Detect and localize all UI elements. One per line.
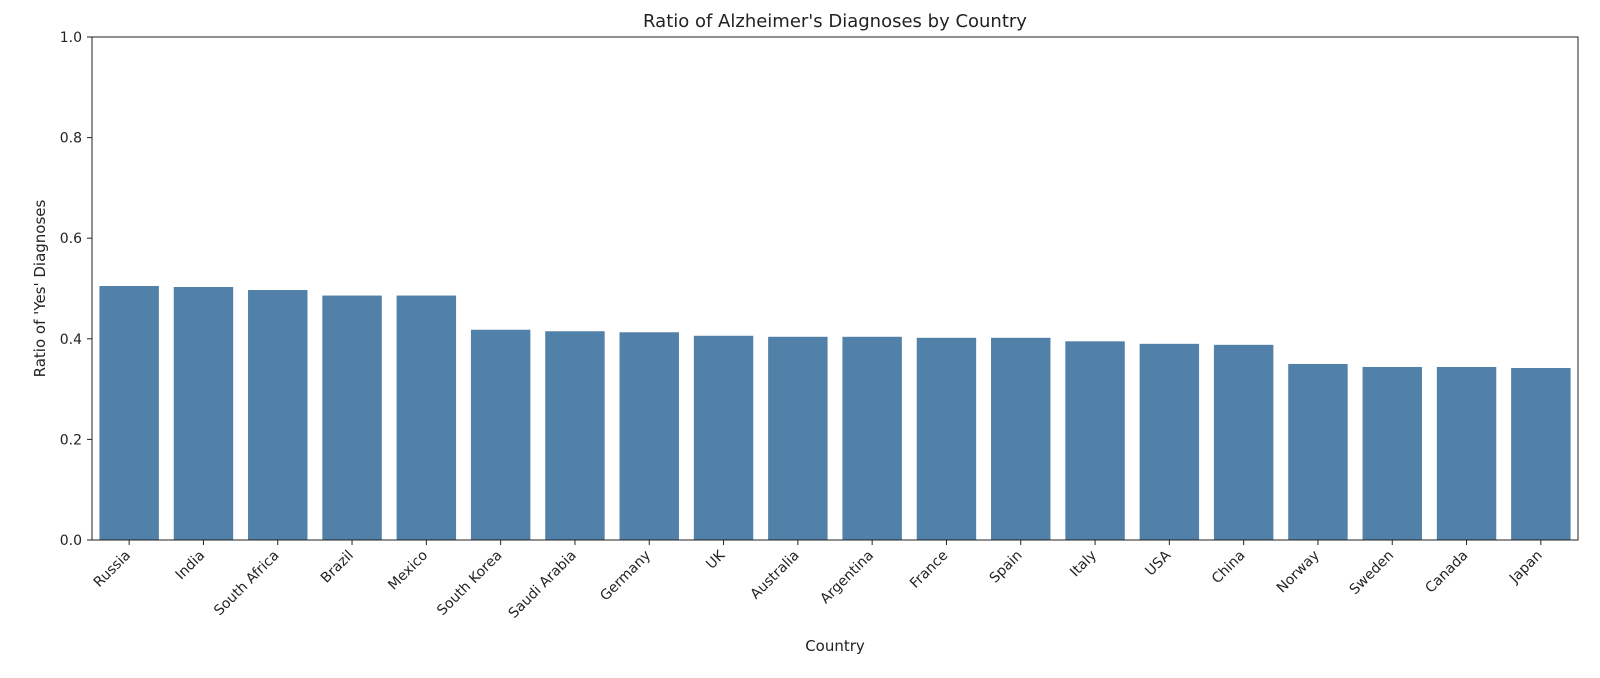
bar-south-africa: [248, 290, 308, 540]
bar-germany: [619, 332, 679, 540]
bar-south-korea: [470, 329, 531, 540]
y-axis: 0.0 0.2 0.4 0.6 0.8 1.0: [60, 30, 92, 549]
x-tick-label: Saudi Arabia: [506, 548, 580, 622]
x-tick-label: Italy: [1067, 548, 1100, 581]
x-tick-label: Brazil: [318, 548, 357, 587]
bar-russia: [99, 285, 159, 540]
x-tick-label: Argentina: [817, 548, 877, 608]
bar-usa: [1139, 343, 1200, 540]
x-tick-label: South Korea: [434, 548, 505, 619]
x-tick-label: Spain: [987, 548, 1026, 587]
x-tick-label: China: [1209, 548, 1249, 588]
y-tick-label: 0.4: [60, 332, 82, 348]
x-tick-label: USA: [1142, 547, 1174, 579]
x-tick-label: France: [907, 548, 951, 592]
bars-group: [99, 285, 1571, 540]
plot-frame: [91, 36, 1579, 541]
x-axis-title: Country: [805, 637, 865, 655]
bar-norway: [1288, 363, 1348, 540]
y-tick-label: 0.0: [60, 533, 82, 549]
x-tick-label: Mexico: [385, 548, 431, 594]
bar-canada: [1436, 366, 1497, 540]
bar-mexico: [396, 295, 457, 540]
bar-india: [173, 286, 234, 540]
x-tick-label: Canada: [1422, 548, 1471, 597]
x-tick-label: Germany: [597, 548, 654, 605]
bar-brazil: [322, 295, 382, 540]
bar-china: [1213, 344, 1274, 540]
bar-france: [916, 337, 977, 540]
x-tick-label: Sweden: [1347, 548, 1397, 598]
bar-sweden: [1362, 366, 1422, 540]
x-tick-label: UK: [703, 547, 729, 573]
bar-australia: [768, 336, 828, 540]
y-axis-title: Ratio of 'Yes' Diagnoses: [31, 199, 49, 377]
x-tick-label: Russia: [91, 548, 134, 591]
x-tick-label: South Africa: [211, 548, 282, 619]
y-tick-label: 0.8: [60, 131, 82, 147]
x-tick-label: India: [173, 548, 209, 584]
chart-title: Ratio of Alzheimer's Diagnoses by Countr…: [643, 11, 1027, 32]
x-axis: Russia India South Africa Brazil Mexico South…: [91, 540, 1546, 622]
bar-italy: [1065, 341, 1125, 540]
x-tick-label: Australia: [748, 548, 803, 603]
bar-argentina: [842, 336, 902, 540]
x-tick-label: Norway: [1274, 548, 1323, 597]
bar-uk: [693, 335, 754, 540]
y-tick-label: 0.2: [60, 432, 82, 448]
bar-spain: [991, 337, 1051, 540]
y-tick-label: 1.0: [60, 30, 82, 46]
x-tick-label: Japan: [1506, 548, 1546, 588]
y-tick-label: 0.6: [60, 231, 82, 247]
bar-saudi-arabia: [545, 331, 605, 540]
bar-japan: [1511, 367, 1571, 540]
